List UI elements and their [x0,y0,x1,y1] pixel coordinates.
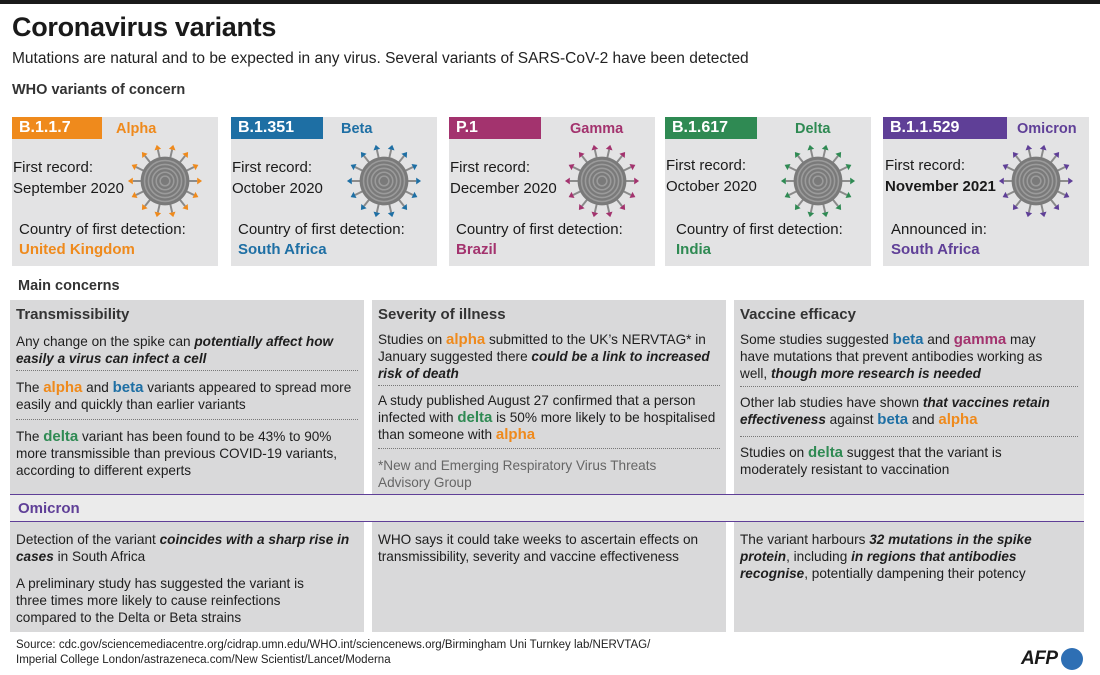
vaccine-para-3: Studies on delta suggest that the varian… [740,444,1002,477]
omicron-band [10,494,1084,522]
top-rule [0,0,1100,4]
first-record-date: October 2020 [666,178,757,195]
variant-code: B.1.1.7 [12,117,102,139]
variant-card-beta: B.1.351 Beta First record: October 2020 … [231,117,437,266]
source-line-2: Imperial College London/astrazeneca.com/… [16,654,391,666]
variant-card-delta: B.1.617 Delta First record: October 2020… [665,117,871,266]
afp-logo: AFP [1021,648,1058,669]
coronavirus-icon [127,144,203,218]
panel-vaccine: Vaccine efficacy Some studies suggested … [734,300,1084,632]
first-record-label: First record: [232,159,313,176]
panel-heading: Transmissibility [16,306,130,323]
first-record-date: October 2020 [232,180,323,197]
omicron-rule-top [10,494,1084,495]
source-line-1: Source: cdc.gov/sciencemediacentre.org/c… [16,639,651,651]
first-record-date: November 2021 [885,178,996,195]
omicron-heading: Omicron [18,500,80,517]
coronavirus-icon [346,144,422,218]
variant-code: B.1.617 [665,117,757,139]
country-value: India [676,241,712,258]
severity-para-1: Studies on alpha submitted to the UK’s N… [378,331,710,381]
vaccine-para-2: Other lab studies have shown that vaccin… [740,395,1050,428]
variant-code: P.1 [449,117,541,139]
first-record-label: First record: [450,159,531,176]
country-value: South Africa [238,241,327,258]
country-label: Country of first detection: [676,221,843,238]
country-value: South Africa [891,241,980,258]
transmissibility-para-1: Any change on the spike can potentially … [16,334,334,366]
variant-name: Delta [795,121,831,137]
first-record-date: September 2020 [13,180,124,197]
country-label: Country of first detection: [19,221,186,238]
severity-para-2: A study published August 27 confirmed th… [378,393,716,443]
variant-code: B.1.1.529 [883,117,1007,139]
country-value: United Kingdom [19,241,135,258]
variant-card-omicron: B.1.1.529 Omicron First record: November… [883,117,1089,266]
country-value: Brazil [456,241,497,258]
variant-code: B.1.351 [231,117,323,139]
divider [378,448,720,449]
divider [740,436,1078,437]
transmissibility-para-3: The delta variant has been found to be 4… [16,428,338,478]
country-label: Country of first detection: [456,221,623,238]
country-label: Announced in: [891,221,987,238]
variant-name: Omicron [1017,121,1077,137]
main-concerns-label: Main concerns [18,278,120,294]
variant-card-alpha: B.1.1.7 Alpha First record: September 20… [12,117,218,266]
omicron-col3-para-1: The variant harbours 32 mutations in the… [740,532,1032,581]
first-record-label: First record: [666,157,747,174]
coronavirus-icon [998,144,1074,218]
panel-heading: Vaccine efficacy [740,306,856,323]
divider [740,386,1078,387]
divider [16,419,358,420]
first-record-label: First record: [885,157,966,174]
omicron-col1-para-2: A preliminary study has suggested the va… [16,576,304,625]
omicron-col1-para-1: Detection of the variant coincides with … [16,532,350,564]
source-note: Source: cdc.gov/sciencemediacentre.org/c… [16,638,650,668]
omicron-col2-para-1: WHO says it could take weeks to ascertai… [378,532,699,564]
panel-transmissibility: Transmissibility Any change on the spike… [10,300,364,632]
omicron-rule-bottom [10,521,1084,522]
vaccine-para-1: Some studies suggested beta and gamma ma… [740,331,1043,381]
afp-logo-dot [1061,648,1083,670]
coronavirus-icon [564,144,640,218]
first-record-date: December 2020 [450,180,557,197]
who-section-label: WHO variants of concern [12,82,186,98]
variant-card-gamma: P.1 Gamma First record: December 2020 Co… [449,117,655,266]
variant-name: Beta [341,121,373,137]
variant-name: Gamma [570,121,624,137]
divider [378,385,720,386]
panel-heading: Severity of illness [378,306,506,323]
coronavirus-icon [780,144,856,218]
divider [16,370,358,371]
footnote-nervtag: *New and Emerging Respiratory Virus Thre… [378,458,657,490]
variant-name: Alpha [116,121,157,137]
first-record-label: First record: [13,159,94,176]
page-subtitle: Mutations are natural and to be expected… [12,50,749,67]
country-label: Country of first detection: [238,221,405,238]
page-title: Coronavirus variants [12,12,277,42]
panel-severity: Severity of illness Studies on alpha sub… [372,300,726,632]
transmissibility-para-2: The alpha and beta variants appeared to … [16,379,352,412]
